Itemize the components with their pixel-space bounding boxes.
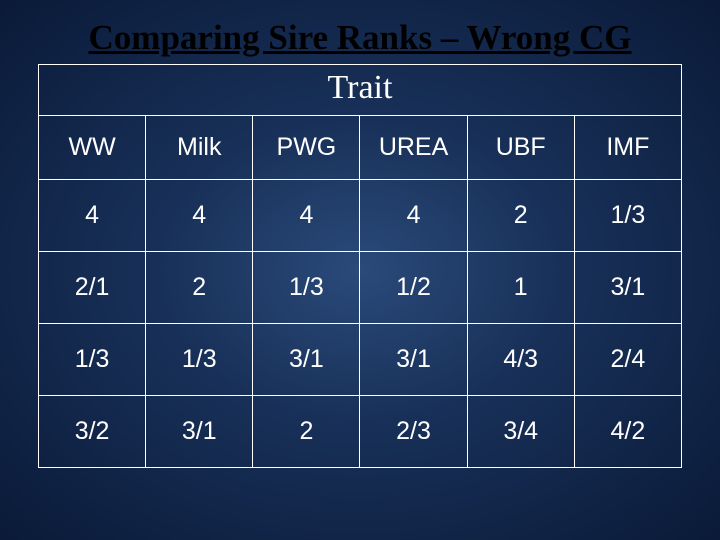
col-header: UREA bbox=[360, 116, 467, 180]
table-row: 3/2 3/1 2 2/3 3/4 4/2 bbox=[39, 396, 682, 468]
table-cell: 3/1 bbox=[146, 396, 253, 468]
table-cell: 4 bbox=[39, 180, 146, 252]
table-cell: 1/3 bbox=[253, 252, 360, 324]
table-cell: 2/1 bbox=[39, 252, 146, 324]
table-cell: 2 bbox=[253, 396, 360, 468]
table-cell: 1/3 bbox=[39, 324, 146, 396]
table-header-row: WW Milk PWG UREA UBF IMF bbox=[39, 116, 682, 180]
col-header: WW bbox=[39, 116, 146, 180]
table-cell: 1 bbox=[467, 252, 574, 324]
col-header: PWG bbox=[253, 116, 360, 180]
table-row: 2/1 2 1/3 1/2 1 3/1 bbox=[39, 252, 682, 324]
table-subtitle: Trait bbox=[39, 65, 682, 116]
table-cell: 2/4 bbox=[574, 324, 681, 396]
table-cell: 1/3 bbox=[574, 180, 681, 252]
table-cell: 4/2 bbox=[574, 396, 681, 468]
trait-table: Trait WW Milk PWG UREA UBF IMF 4 4 4 4 2… bbox=[38, 64, 682, 468]
table-cell: 1/3 bbox=[146, 324, 253, 396]
table-cell: 4 bbox=[360, 180, 467, 252]
table-cell: 4 bbox=[146, 180, 253, 252]
table-cell: 3/4 bbox=[467, 396, 574, 468]
table-cell: 2 bbox=[146, 252, 253, 324]
table-subtitle-row: Trait bbox=[39, 65, 682, 116]
table-cell: 4/3 bbox=[467, 324, 574, 396]
table-cell: 4 bbox=[253, 180, 360, 252]
col-header: IMF bbox=[574, 116, 681, 180]
col-header: UBF bbox=[467, 116, 574, 180]
table-cell: 3/1 bbox=[253, 324, 360, 396]
table-cell: 3/2 bbox=[39, 396, 146, 468]
slide-container: Comparing Sire Ranks – Wrong CG Trait WW… bbox=[0, 0, 720, 540]
table-row: 1/3 1/3 3/1 3/1 4/3 2/4 bbox=[39, 324, 682, 396]
col-header: Milk bbox=[146, 116, 253, 180]
table-cell: 2/3 bbox=[360, 396, 467, 468]
slide-title: Comparing Sire Ranks – Wrong CG bbox=[38, 18, 682, 58]
table-cell: 1/2 bbox=[360, 252, 467, 324]
table-cell: 3/1 bbox=[360, 324, 467, 396]
table-cell: 2 bbox=[467, 180, 574, 252]
table-cell: 3/1 bbox=[574, 252, 681, 324]
table-row: 4 4 4 4 2 1/3 bbox=[39, 180, 682, 252]
